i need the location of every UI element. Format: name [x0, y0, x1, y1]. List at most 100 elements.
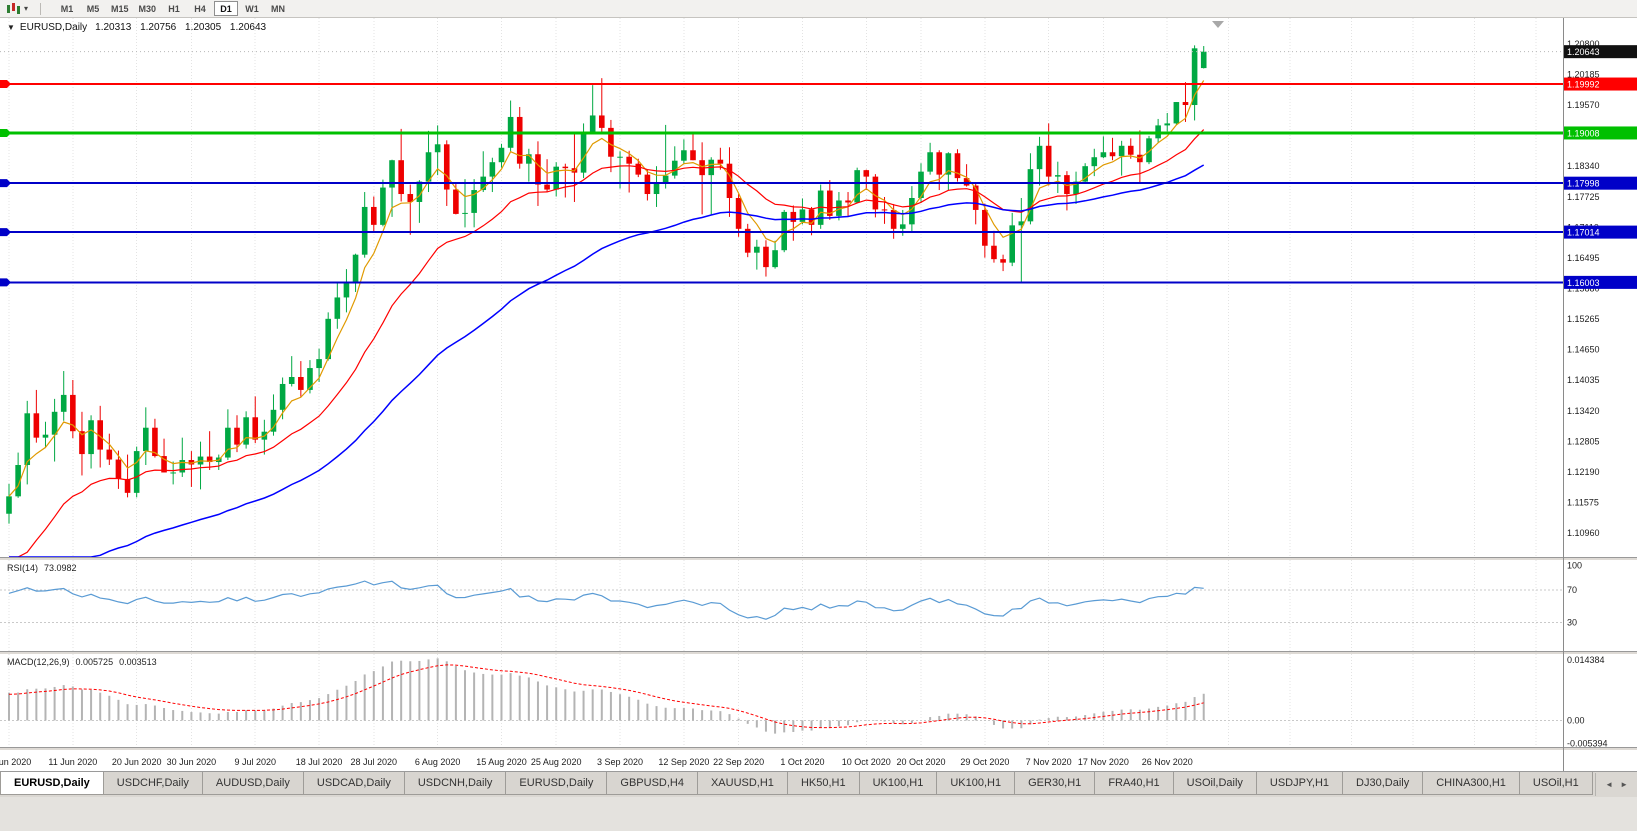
- chart-tab-bar: EURUSD,Daily USDCHF,Daily AUDUSD,Daily USDC…: [0, 771, 1637, 797]
- price-badge-value: 1.17014: [1567, 228, 1600, 238]
- price-badge-value: 1.20643: [1567, 47, 1600, 57]
- chart-ohlc-values: 1.20313 1.20756 1.20305 1.20643: [95, 22, 267, 33]
- price-axis-label: 1.13420: [1567, 406, 1600, 416]
- timeframe-button-d1[interactable]: D1: [214, 1, 239, 16]
- date-label: 22 Sep 2020: [713, 757, 764, 767]
- chart-tab-usoil-h1[interactable]: USOil,H1: [1518, 772, 1593, 795]
- price-badge: [1564, 176, 1637, 190]
- rsi-axis-label: 100: [1567, 561, 1582, 571]
- macd-indicator-label: MACD(12,26,9) 0.005725 0.003513: [7, 657, 157, 667]
- price-badge-value: 1.17998: [1567, 179, 1600, 189]
- date-label: 17 Nov 2020: [1078, 757, 1129, 767]
- chart-tab-fra40-h1[interactable]: FRA40,H1: [1094, 772, 1174, 795]
- hline-left-marker: [0, 80, 11, 89]
- macd-axis-label: 0.014384: [1567, 655, 1605, 665]
- chart-tab-usdchf-daily[interactable]: USDCHF,Daily: [102, 772, 203, 795]
- chart-tab-uk100-h1[interactable]: UK100,H1: [936, 772, 1016, 795]
- macd-signal-value: 0.003513: [119, 657, 157, 667]
- panel-separator[interactable]: [0, 747, 1637, 750]
- price-badge: [1564, 77, 1637, 91]
- macd-main-value: 0.005725: [75, 657, 114, 667]
- date-label: 20 Oct 2020: [896, 757, 945, 767]
- timeframe-button-m1[interactable]: M1: [60, 4, 74, 14]
- tab-scroll-left-icon[interactable]: ◄: [1605, 780, 1614, 789]
- price-axis-label: 1.15265: [1567, 314, 1600, 324]
- chart-tab-usdcnh-daily[interactable]: USDCNH,Daily: [403, 772, 507, 795]
- timeframe-button-h1[interactable]: H1: [168, 4, 180, 14]
- macd-axis-label: -0.005394: [1567, 739, 1608, 749]
- chart-symbol-label: EURUSD,Daily: [19, 22, 88, 33]
- chart-shift-marker[interactable]: [1212, 21, 1224, 28]
- chart-tab-xauusd-h1[interactable]: XAUUSD,H1: [696, 772, 788, 795]
- date-label: 3 Sep 2020: [597, 757, 643, 767]
- chart-tab-usdcad-daily[interactable]: USDCAD,Daily: [302, 772, 405, 795]
- symbol-dropdown-icon[interactable]: ▼: [7, 23, 15, 32]
- chart-tab-ger30-h1[interactable]: GER30,H1: [1014, 772, 1096, 795]
- rsi-indicator-label: RSI(14) 73.0982: [7, 563, 77, 573]
- price-chart-canvas[interactable]: 1.208001.201851.195701.189551.183401.177…: [0, 18, 1637, 771]
- timeframe-button-m30[interactable]: M30: [138, 4, 157, 14]
- price-axis-label: 1.10960: [1567, 528, 1600, 538]
- date-label: 18 Jul 2020: [296, 757, 343, 767]
- status-bar: [0, 797, 1637, 831]
- chart-window[interactable]: 1.208001.201851.195701.189551.183401.177…: [0, 18, 1637, 771]
- price-badge-value: 1.19008: [1567, 128, 1600, 138]
- price-axis-label: 1.18340: [1567, 161, 1600, 171]
- date-label: 30 Jun 2020: [167, 757, 217, 767]
- panel-separator[interactable]: [0, 651, 1637, 654]
- rsi-value: 73.0982: [44, 563, 77, 573]
- date-label: 2 Jun 2020: [0, 757, 31, 767]
- hline-left-marker: [0, 179, 11, 188]
- date-label: 15 Aug 2020: [476, 757, 527, 767]
- chart-tab-china300-h1[interactable]: CHINA300,H1: [1422, 772, 1520, 795]
- timeframe-button-m5[interactable]: M5: [86, 4, 100, 14]
- date-label: 11 Jun 2020: [48, 757, 97, 767]
- price-badge-value: 1.19992: [1567, 80, 1600, 90]
- timeframe-button-m15[interactable]: M15: [111, 4, 129, 14]
- price-axis-label: 1.17725: [1567, 192, 1600, 202]
- price-axis-label: 1.20800: [1567, 39, 1600, 49]
- chart-tabs: EURUSD,Daily USDCHF,Daily AUDUSD,Daily USDC…: [0, 772, 1637, 797]
- chart-tab-dj30-daily[interactable]: DJ30,Daily: [1342, 772, 1424, 795]
- timeframe-button-w1[interactable]: W1: [245, 4, 259, 14]
- price-axis-label: 1.16495: [1567, 253, 1600, 263]
- date-label: 6 Aug 2020: [415, 757, 461, 767]
- price-badge: [1564, 45, 1637, 59]
- chart-tab-eurusd-daily[interactable]: EURUSD,Daily: [0, 772, 104, 795]
- date-label: 10 Oct 2020: [842, 757, 891, 767]
- candlestick-chart-icon[interactable]: [5, 2, 21, 15]
- chart-tab-uk100-h1[interactable]: UK100,H1: [858, 772, 938, 795]
- date-label: 29 Oct 2020: [960, 757, 1009, 767]
- date-label: 1 Oct 2020: [780, 757, 824, 767]
- price-axis-label: 1.11575: [1567, 498, 1599, 508]
- timeframe-button-group: M1 M5 M15 M30 H1 H4 D1 W1 MN: [55, 1, 290, 16]
- price-axis-label: 1.14650: [1567, 345, 1600, 355]
- tab-scroll-buttons: ◄ ►: [1595, 773, 1637, 796]
- timeframe-button-mn[interactable]: MN: [271, 4, 286, 14]
- chart-tab-usoil-daily[interactable]: USOil,Daily: [1172, 772, 1257, 795]
- chart-type-dropdown-icon[interactable]: ▾: [24, 4, 29, 13]
- hline-left-marker: [0, 278, 11, 287]
- rsi-line: [8, 580, 1204, 620]
- panel-separator[interactable]: [0, 557, 1637, 560]
- hline-left-marker: [0, 228, 11, 237]
- chart-tab-audusd-daily[interactable]: AUDUSD,Daily: [201, 772, 304, 795]
- rsi-name: RSI(14): [7, 563, 39, 573]
- date-label: 26 Nov 2020: [1142, 757, 1193, 767]
- price-badge: [1564, 225, 1637, 239]
- price-axis-label: 1.14035: [1567, 375, 1600, 385]
- tab-scroll-right-icon[interactable]: ►: [1620, 780, 1628, 789]
- timeframe-button-h4[interactable]: H4: [194, 4, 206, 14]
- chart-tab-eurusd-daily[interactable]: EURUSD,Daily: [505, 772, 608, 795]
- grid-lines: [8, 18, 1537, 747]
- chart-tab-gbpusd-h4[interactable]: GBPUSD,H4: [606, 772, 698, 795]
- moving-average-line: [9, 164, 1205, 558]
- date-label: 9 Jul 2020: [234, 757, 276, 767]
- date-label: 28 Jul 2020: [351, 757, 398, 767]
- chart-tab-hk50-h1[interactable]: HK50,H1: [786, 772, 860, 795]
- price-badge-value: 1.16003: [1567, 278, 1600, 288]
- macd-signal-line: [8, 664, 1204, 729]
- chart-tab-usdjpy-h1[interactable]: USDJPY,H1: [1255, 772, 1344, 795]
- rsi-axis-label: 30: [1567, 618, 1577, 628]
